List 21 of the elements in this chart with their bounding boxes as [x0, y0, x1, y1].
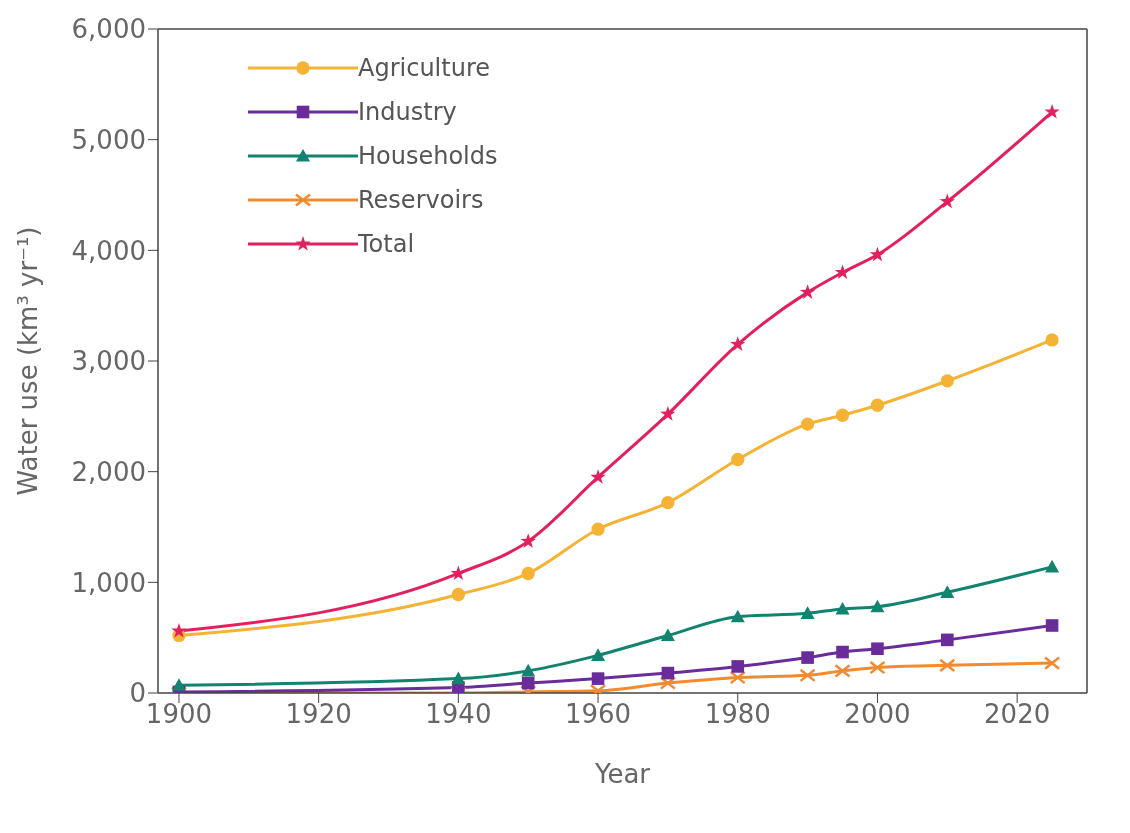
x-axis-title: Year: [593, 759, 651, 789]
x-tick-label: 1920: [285, 699, 352, 730]
x-tick-label: 1980: [704, 699, 771, 730]
legend-label: Industry: [358, 98, 457, 126]
legend-label: Total: [358, 230, 415, 258]
y-axis-title: Water use (km³ yr⁻¹): [13, 226, 44, 496]
legend-label: Households: [358, 142, 498, 170]
x-tick-label: 2020: [984, 699, 1051, 730]
x-tick-label: 1900: [145, 699, 213, 730]
y-tick-label: 4,000: [71, 235, 146, 266]
legend-label: Reservoirs: [358, 186, 484, 214]
y-tick-label: 5,000: [71, 124, 146, 155]
x-tick-label: 1940: [425, 699, 492, 730]
x-tick-label: 2000: [844, 699, 911, 730]
x-tick-label: 1960: [564, 699, 632, 730]
y-tick-label: 1,000: [71, 567, 146, 598]
legend-label: Agriculture: [358, 54, 490, 82]
y-tick-label: 0: [129, 678, 146, 709]
y-tick-label: 2,000: [71, 456, 146, 487]
y-tick-label: 3,000: [71, 346, 146, 377]
y-tick-label: 6,000: [71, 14, 146, 45]
